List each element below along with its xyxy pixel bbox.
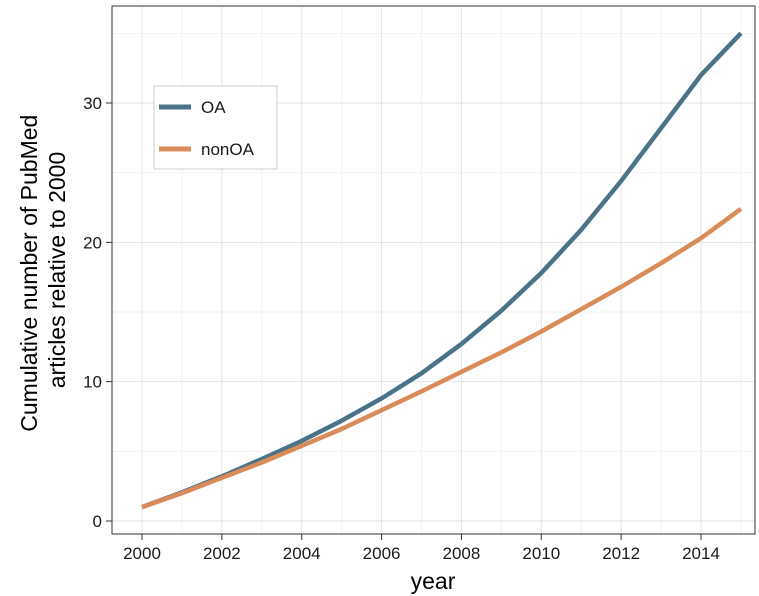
legend-label-oa: OA (201, 98, 226, 117)
x-tick-label: 2012 (602, 544, 640, 563)
x-tick-label: 2006 (363, 544, 401, 563)
x-axis: 2000 2002 2004 2006 2008 2010 2012 2014 (123, 534, 720, 563)
legend-label-nonoa: nonOA (201, 140, 255, 159)
y-tick-label: 0 (93, 512, 102, 531)
y-tick-label: 10 (83, 373, 102, 392)
x-tick-label: 2000 (123, 544, 161, 563)
x-tick-label: 2010 (522, 544, 560, 563)
legend: OA nonOA (153, 85, 278, 170)
x-tick-label: 2014 (682, 544, 720, 563)
series-line-oa (141, 31, 743, 510)
series-layer (141, 31, 743, 510)
legend-box (153, 85, 278, 170)
y-tick-label: 30 (83, 94, 102, 113)
y-axis-title-line-1: Cumulative number of PubMed (16, 115, 42, 432)
x-tick-label: 2004 (283, 544, 321, 563)
x-tick-label: 2002 (203, 544, 241, 563)
panel-border (111, 5, 756, 535)
x-axis-title: year (411, 568, 456, 594)
y-axis-title-line-2: articles relative to 2000 (44, 152, 70, 389)
y-axis: 0 10 20 30 (83, 94, 112, 531)
x-tick-label: 2008 (443, 544, 481, 563)
series-line-nonoa (141, 207, 743, 510)
y-tick-label: 20 (83, 233, 102, 252)
y-axis-title: Cumulative number of PubMed articles rel… (16, 108, 70, 431)
panel-background (111, 5, 756, 535)
